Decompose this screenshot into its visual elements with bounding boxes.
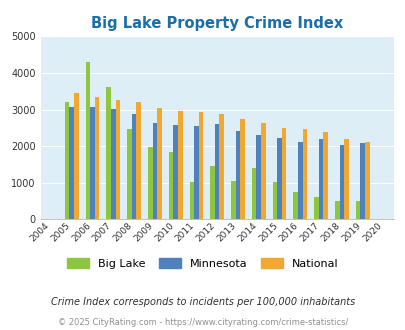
Bar <box>219 114 224 219</box>
Bar <box>293 192 297 219</box>
Legend: Big Lake, Minnesota, National: Big Lake, Minnesota, National <box>62 254 343 273</box>
Bar <box>194 126 198 219</box>
Bar <box>339 145 343 219</box>
Bar <box>74 93 79 219</box>
Bar <box>281 128 286 219</box>
Bar <box>173 125 177 219</box>
Bar <box>360 143 364 219</box>
Bar <box>364 142 369 219</box>
Bar <box>230 181 235 219</box>
Bar <box>115 100 120 219</box>
Bar <box>334 201 339 219</box>
Bar <box>343 139 348 219</box>
Title: Big Lake Property Crime Index: Big Lake Property Crime Index <box>91 16 343 31</box>
Bar <box>127 129 132 219</box>
Bar <box>302 129 307 219</box>
Bar <box>85 62 90 219</box>
Bar <box>69 107 74 219</box>
Bar <box>277 138 281 219</box>
Bar <box>168 152 173 219</box>
Text: Crime Index corresponds to incidents per 100,000 inhabitants: Crime Index corresponds to incidents per… <box>51 297 354 307</box>
Bar <box>111 109 115 219</box>
Bar <box>157 108 161 219</box>
Bar <box>148 147 152 219</box>
Bar <box>65 102 69 219</box>
Bar <box>90 107 95 219</box>
Bar <box>95 97 99 219</box>
Bar <box>235 131 240 219</box>
Bar <box>313 197 318 219</box>
Bar <box>177 112 182 219</box>
Bar <box>251 168 256 219</box>
Bar <box>136 102 141 219</box>
Bar <box>256 135 260 219</box>
Bar <box>260 123 265 219</box>
Bar <box>189 182 194 219</box>
Bar <box>152 123 157 219</box>
Bar <box>318 139 323 219</box>
Bar <box>214 124 219 219</box>
Bar <box>240 119 244 219</box>
Bar <box>210 166 214 219</box>
Text: © 2025 CityRating.com - https://www.cityrating.com/crime-statistics/: © 2025 CityRating.com - https://www.city… <box>58 318 347 327</box>
Bar <box>132 114 136 219</box>
Bar <box>323 132 327 219</box>
Bar <box>297 142 302 219</box>
Bar <box>198 112 203 219</box>
Bar <box>106 87 111 219</box>
Bar <box>272 182 277 219</box>
Bar <box>355 201 360 219</box>
